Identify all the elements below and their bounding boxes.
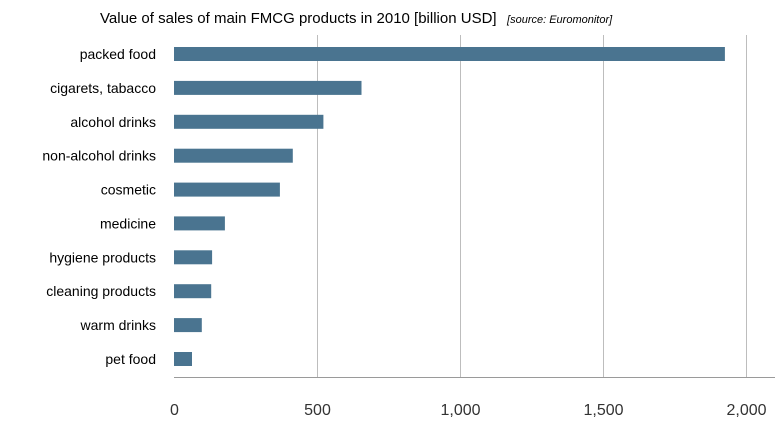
bar <box>174 47 725 61</box>
category-label: warm drinks <box>80 317 156 333</box>
x-tick-label: 1,000 <box>440 402 480 419</box>
bar <box>174 352 192 366</box>
x-axis-ticks: 0 500 1,000 1,500 2,000 <box>170 402 767 419</box>
x-tick-label: 1,500 <box>583 402 623 419</box>
chart-title-main: Value of sales of main FMCG products in … <box>100 10 497 27</box>
gridlines <box>317 35 747 377</box>
bar <box>174 114 324 129</box>
x-tick-label: 0 <box>170 402 179 419</box>
category-label: hygiene products <box>49 249 156 265</box>
chart-subtitle: [source: Euromonitor] <box>506 14 613 26</box>
bar <box>174 182 280 197</box>
bars <box>174 47 725 366</box>
category-label: non-alcohol drinks <box>42 148 156 164</box>
x-tick-label: 500 <box>304 402 331 419</box>
bar <box>174 80 362 95</box>
bar <box>174 250 213 265</box>
chart-title: Value of sales of main FMCG products in … <box>100 10 613 27</box>
category-label: packed food <box>80 46 156 62</box>
category-label: pet food <box>105 351 156 367</box>
category-label: medicine <box>100 215 156 231</box>
category-label: cosmetic <box>101 182 156 198</box>
bar <box>174 216 225 231</box>
category-labels: packed food cigarets, tabacco alcohol drin… <box>42 46 156 367</box>
category-label: cleaning products <box>46 283 156 299</box>
bar <box>174 148 293 163</box>
category-label: alcohol drinks <box>70 114 156 130</box>
x-tick-label: 2,000 <box>726 402 766 419</box>
category-label: cigarets, tabacco <box>50 80 156 96</box>
bar <box>174 284 212 299</box>
bar <box>174 318 202 333</box>
